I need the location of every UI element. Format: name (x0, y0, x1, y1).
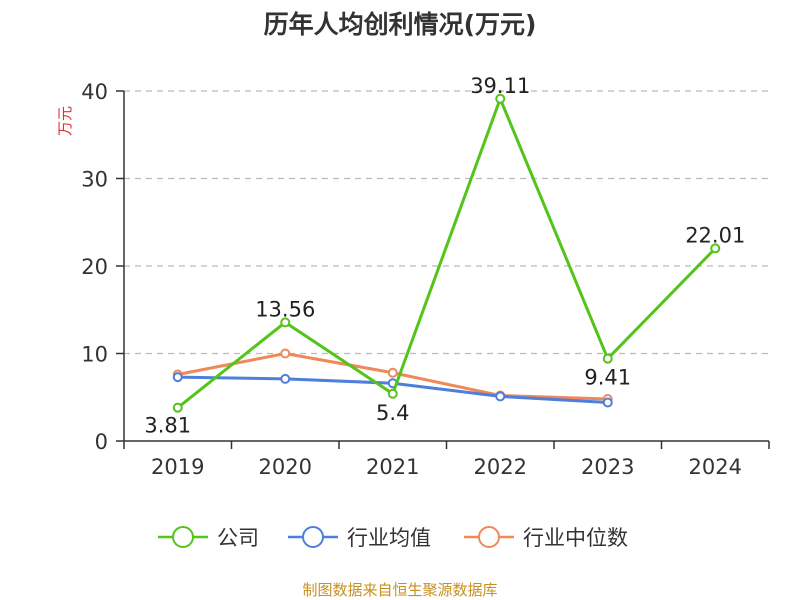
data-point (280, 348, 291, 359)
x-tick-label: 2021 (366, 455, 419, 479)
data-labels: 3.81 13.56 5.4 39.11 9.41 22.01 (144, 74, 745, 438)
source-note: 制图数据来自恒生聚源数据库 (302, 581, 497, 599)
axes: 0 10 20 30 40 2019 2020 2021 2022 2023 2024 (81, 80, 770, 479)
legend-label: 行业中位数 (523, 526, 628, 550)
x-tick-label: 2024 (689, 455, 742, 479)
y-tick-label: 10 (81, 343, 108, 367)
y-tick-label: 40 (81, 80, 108, 104)
legend[interactable]: 公司 行业均值 行业中位数 (158, 526, 628, 550)
data-point (495, 93, 506, 104)
data-point (172, 402, 183, 413)
legend-label: 行业均值 (347, 526, 431, 550)
legend-label: 公司 (217, 526, 259, 550)
data-point (495, 391, 506, 402)
data-point (602, 353, 613, 364)
x-tick-label: 2020 (259, 455, 312, 479)
series-line-1 (176, 97, 717, 410)
data-point (280, 373, 291, 384)
y-tick-label: 20 (81, 255, 108, 279)
legend-item-2[interactable]: 行业均值 (288, 526, 431, 550)
data-label: 3.81 (144, 414, 191, 438)
x-tick-label: 2019 (151, 455, 204, 479)
data-label: 39.11 (470, 74, 530, 98)
chart-title: 历年人均创利情况(万元) (264, 10, 537, 39)
y-axis-label: 万元 (56, 106, 74, 136)
data-point (280, 317, 291, 328)
y-tick-label: 0 (95, 430, 108, 454)
x-tick-label: 2023 (581, 455, 634, 479)
data-point (602, 397, 613, 408)
legend-item-3[interactable]: 行业中位数 (464, 526, 628, 550)
legend-item-1[interactable]: 公司 (158, 526, 259, 550)
data-point (387, 367, 398, 378)
data-label: 13.56 (255, 297, 315, 321)
y-tick-label: 30 (81, 168, 108, 192)
legend-marker (478, 526, 500, 548)
legend-marker (172, 526, 194, 548)
series-lines (172, 93, 721, 413)
data-point (387, 388, 398, 399)
data-point (710, 243, 721, 254)
data-label: 22.01 (685, 223, 745, 247)
gridlines (124, 90, 769, 355)
data-point (172, 372, 183, 383)
legend-marker (302, 526, 324, 548)
data-label: 5.4 (376, 401, 409, 425)
x-tick-label: 2022 (474, 455, 527, 479)
data-label: 9.41 (584, 366, 631, 390)
